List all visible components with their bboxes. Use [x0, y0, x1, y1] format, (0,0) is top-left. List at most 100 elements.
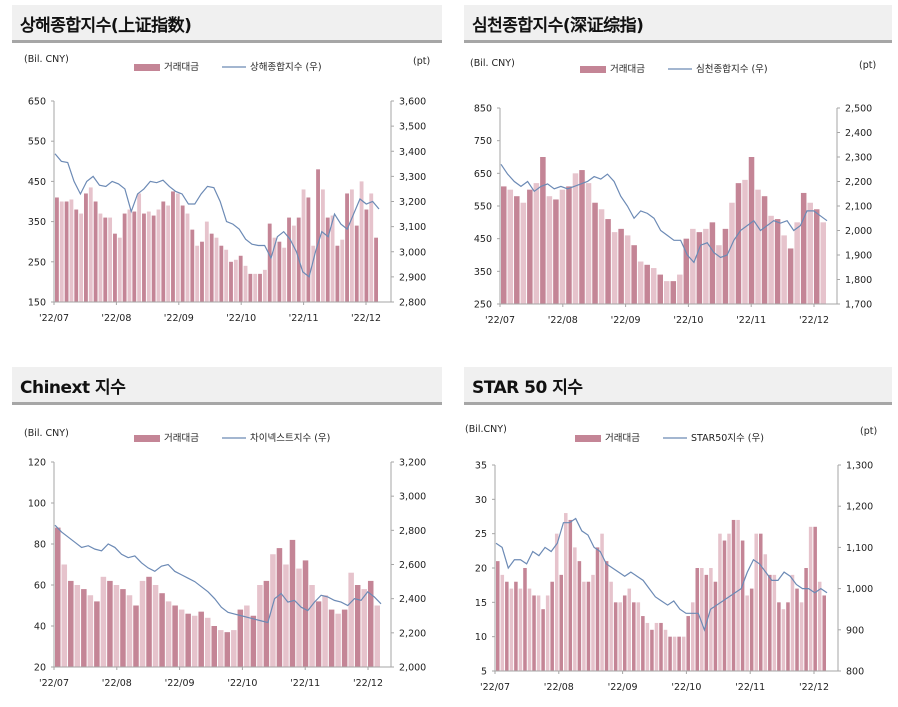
volume-bar — [677, 274, 683, 304]
volume-bar — [68, 580, 74, 667]
volume-bar — [367, 580, 374, 667]
right-tick-label: 3,100 — [399, 222, 426, 233]
volume-bar — [553, 199, 559, 304]
right-tick-label: 2,600 — [399, 560, 426, 571]
left-tick-label: 100 — [28, 499, 46, 510]
volume-bar — [729, 202, 735, 304]
volume-bar — [204, 617, 211, 667]
volume-bar — [270, 554, 276, 667]
right-tick-label: 2,000 — [399, 663, 426, 674]
volume-bar — [369, 193, 374, 302]
volume-bar — [696, 232, 703, 304]
volume-bar — [604, 561, 609, 671]
volume-bar — [622, 595, 627, 671]
volume-bar — [641, 616, 645, 671]
x-tick-label: '22/08 — [548, 315, 578, 326]
volume-bar — [165, 601, 172, 667]
chart-title: 상해종합지수(上证指数) — [20, 16, 192, 36]
volume-bar — [335, 245, 340, 302]
volume-bar — [735, 183, 742, 304]
volume-bar — [139, 580, 146, 667]
left-unit-label: (Bil. CNY) — [470, 58, 515, 69]
volume-bar — [582, 581, 586, 671]
volume-bar — [81, 589, 87, 667]
x-tick-label: '22/09 — [608, 682, 638, 693]
volume-bar — [742, 179, 748, 304]
left-tick-label: 15 — [475, 598, 487, 609]
legend-bar-swatch — [580, 66, 606, 73]
volume-bar — [272, 237, 277, 302]
volume-bar — [790, 574, 795, 671]
volume-bar — [677, 636, 681, 671]
volume-bar — [755, 189, 761, 304]
volume-bar — [509, 588, 514, 671]
volume-bar — [637, 261, 644, 304]
volume-bar — [133, 605, 139, 667]
volume-bar — [341, 609, 348, 667]
volume-bar — [822, 595, 826, 671]
legend-line-label: 차이넥스트지수 (우) — [250, 432, 330, 444]
x-tick-label: '22/10 — [227, 678, 257, 689]
volume-bar — [61, 564, 68, 667]
volume-bar — [142, 213, 146, 302]
volume-bar — [763, 554, 768, 671]
volume-bar — [117, 237, 122, 302]
volume-bar — [224, 249, 229, 302]
legend-bar-label: 거래대금 — [164, 62, 199, 73]
volume-bar — [161, 201, 166, 302]
left-tick-label: 350 — [474, 267, 492, 278]
volume-bar — [152, 585, 159, 667]
volume-bar — [84, 193, 88, 302]
right-tick-label: 3,300 — [399, 172, 426, 183]
left-tick-label: 550 — [474, 202, 492, 213]
legend-bar-label: 거래대금 — [610, 64, 645, 75]
x-tick-label: '22/07 — [39, 678, 69, 689]
volume-bar — [804, 568, 808, 671]
volume-bar — [496, 561, 500, 671]
volume-bar — [64, 201, 69, 302]
right-unit-label: (pt) — [860, 426, 877, 437]
volume-bar — [600, 533, 604, 671]
volume-bar — [618, 602, 622, 671]
volume-bar — [664, 281, 670, 304]
volume-bar — [243, 265, 248, 302]
right-tick-label: 1,900 — [845, 251, 872, 262]
volume-bar — [768, 574, 772, 671]
volume-bar — [301, 189, 306, 302]
left-tick-label: 120 — [28, 458, 46, 469]
volume-bar — [808, 526, 813, 671]
volume-bar — [736, 519, 740, 671]
right-tick-label: 2,800 — [399, 298, 426, 309]
volume-bar — [731, 519, 736, 671]
volume-bar — [668, 636, 672, 671]
volume-bar — [713, 581, 718, 671]
volume-bar — [636, 602, 641, 671]
volume-bar — [670, 281, 677, 304]
x-tick-label: '22/12 — [353, 678, 383, 689]
right-tick-label: 2,400 — [399, 594, 426, 605]
right-tick-label: 2,200 — [399, 628, 426, 639]
volume-bar — [113, 233, 117, 302]
volume-bar — [191, 615, 198, 667]
volume-bar — [335, 613, 341, 667]
volume-bar — [132, 211, 137, 302]
chart-header-star50: STAR 50 지수 — [464, 367, 892, 405]
x-tick-label: '22/11 — [290, 678, 320, 689]
volume-bar — [644, 264, 650, 304]
left-tick-label: 650 — [474, 169, 492, 180]
volume-bar — [354, 585, 361, 667]
legend-bar-swatch — [134, 64, 160, 71]
chart-title: 심천종합지수(深证综指) — [472, 16, 644, 36]
right-tick-label: 1,700 — [845, 300, 872, 311]
volume-bar — [749, 588, 754, 671]
x-tick-label: '22/07 — [39, 313, 69, 324]
volume-bar — [709, 568, 713, 671]
volume-bar — [146, 576, 152, 667]
volume-bar — [178, 609, 185, 667]
volume-bar — [267, 223, 272, 302]
legend-bar-swatch — [575, 435, 601, 442]
volume-bar — [550, 581, 554, 671]
volume-bar — [309, 585, 315, 667]
right-tick-label: 2,400 — [845, 128, 872, 139]
